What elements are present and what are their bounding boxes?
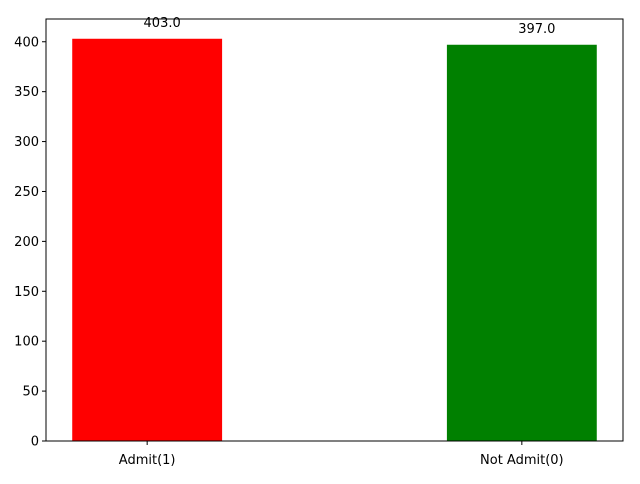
y-tick-label-6: 300 — [14, 135, 39, 150]
x-axis: Admit(1) Not Admit(0) — [119, 441, 564, 468]
value-labels-layer: 403.0 397.0 — [144, 16, 556, 37]
y-axis: 0 50 100 150 200 250 300 350 400 — [14, 35, 46, 450]
x-tick-label-0: Admit(1) — [119, 453, 176, 468]
y-tick-label-2: 100 — [14, 335, 39, 350]
y-tick-label-0: 0 — [31, 435, 39, 450]
plot-frame — [45, 18, 624, 442]
y-tick-label-8: 400 — [14, 35, 39, 50]
y-tick-label-1: 50 — [22, 385, 39, 400]
y-tick-label-7: 350 — [14, 85, 39, 100]
bars-layer — [72, 38, 597, 441]
bar-value-label-0: 403.0 — [144, 16, 181, 31]
bar-1 — [446, 44, 597, 441]
bar-0 — [72, 38, 223, 441]
y-tick-label-4: 200 — [14, 235, 39, 250]
bar-value-label-1: 397.0 — [518, 22, 555, 37]
y-tick-label-3: 150 — [14, 285, 39, 300]
x-tick-label-1: Not Admit(0) — [480, 453, 564, 468]
y-tick-label-5: 250 — [14, 185, 39, 200]
